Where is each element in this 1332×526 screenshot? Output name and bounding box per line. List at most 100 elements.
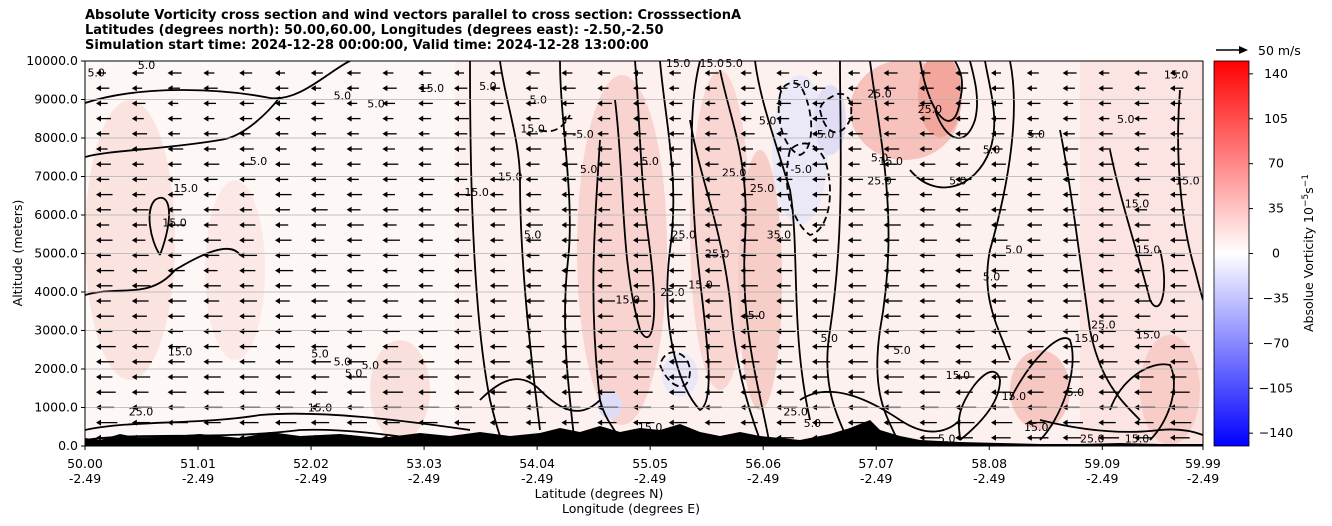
- x-tick-label-lat: 50.00: [67, 456, 103, 471]
- wind-vector: [418, 328, 438, 335]
- contour-label: 5.0: [311, 348, 329, 361]
- contour-label: 15.0: [168, 346, 193, 359]
- wind-vector: [991, 343, 1011, 350]
- wind-vector: [203, 267, 218, 274]
- wind-vector: [776, 130, 788, 137]
- contour-label: 25.0: [671, 228, 696, 241]
- wind-vector: [1062, 70, 1077, 76]
- wind-vector: [131, 70, 144, 76]
- wind-vector: [668, 374, 688, 380]
- wind-vector: [883, 374, 904, 380]
- wind-vector: [561, 115, 573, 122]
- wind-vector: [525, 130, 538, 137]
- wind-vector: [1170, 100, 1182, 107]
- quiver-key: 50 m/s: [1216, 43, 1301, 58]
- x-tick-label-lon: -2.49: [295, 471, 327, 486]
- wind-vector: [1026, 222, 1042, 228]
- contour-label: 15.0: [1125, 432, 1150, 445]
- wind-vector: [131, 313, 147, 320]
- wind-vector: [489, 237, 504, 244]
- contour-label: -5.0: [813, 128, 834, 141]
- wind-vector: [1098, 419, 1116, 426]
- wind-vector: [668, 358, 689, 365]
- wind-vector: [1134, 115, 1148, 122]
- wind-vector: [776, 191, 791, 198]
- wind-vector: [346, 374, 367, 380]
- wind-vector: [812, 419, 834, 426]
- title-line-2: Latitudes (degrees north): 50.00,60.00, …: [85, 23, 664, 38]
- wind-vector: [525, 206, 540, 213]
- wind-vector: [382, 389, 404, 396]
- wind-vector: [668, 70, 681, 76]
- contour-label: 15.0: [1164, 68, 1189, 81]
- wind-vector: [812, 374, 829, 380]
- wind-vector: [1134, 358, 1151, 365]
- wind-vector: [561, 206, 578, 213]
- wind-vector: [597, 222, 614, 228]
- y-tick-label: 9000.0: [34, 92, 78, 107]
- wind-vector: [668, 146, 683, 152]
- wind-vector: [812, 176, 826, 183]
- wind-vector: [489, 298, 507, 304]
- contour-label: 15.0: [1002, 390, 1027, 403]
- contour-label: 5.0: [87, 67, 105, 80]
- wind-vector: [131, 343, 149, 350]
- y-tick-label: 8000.0: [34, 130, 78, 145]
- wind-vector: [812, 161, 827, 168]
- wind-vector: [96, 313, 115, 320]
- wind-vector: [991, 389, 1011, 396]
- wind-vector: [1062, 206, 1077, 213]
- wind-vector: [1098, 358, 1118, 365]
- wind-vector: [883, 313, 901, 320]
- wind-vector: [919, 343, 936, 350]
- wind-vector: [812, 146, 824, 152]
- wind-vector: [167, 176, 180, 183]
- wind-vector: [847, 161, 860, 168]
- wind-vector: [561, 343, 578, 350]
- wind-vector: [633, 374, 650, 380]
- wind-vector: [310, 176, 327, 183]
- wind-vector: [239, 343, 257, 350]
- wind-vector: [919, 358, 939, 365]
- wind-vector: [955, 313, 972, 320]
- wind-vector: [1134, 70, 1148, 76]
- x-tick-label-lon: -2.49: [860, 471, 892, 486]
- wind-vector: [704, 267, 722, 274]
- wind-vector: [597, 115, 611, 122]
- terrain: [85, 420, 1203, 446]
- wind-vector: [96, 100, 108, 107]
- wind-vector: [1026, 206, 1044, 213]
- wind-vector: [597, 267, 614, 274]
- wind-vector: [1062, 298, 1082, 304]
- grid-lines: [85, 99, 1203, 408]
- wind-vector: [525, 146, 542, 152]
- wind-vector: [991, 267, 1010, 274]
- contour-label: 5.0: [983, 271, 1001, 284]
- wind-vector: [310, 374, 330, 380]
- wind-vector: [812, 100, 824, 107]
- wind-vector: [597, 100, 612, 107]
- wind-vector: [704, 434, 724, 441]
- wind-vector: [883, 100, 895, 107]
- wind-vector: [919, 85, 934, 92]
- wind-vector: [1098, 313, 1118, 320]
- wind-vector: [418, 115, 432, 122]
- wind-vector: [418, 146, 433, 152]
- wind-vector: [883, 191, 900, 198]
- wind-vectors: [96, 70, 1192, 441]
- wind-vector: [167, 222, 185, 228]
- wind-vector: [740, 237, 758, 244]
- x-tick-label-lat: 52.02: [293, 456, 329, 471]
- contour-label: 5.0: [250, 155, 268, 168]
- wind-vector: [275, 434, 295, 441]
- wind-vector: [1134, 161, 1148, 168]
- y-axis: 0.0 1000.0 2000.0 3000.0 4000.0 5000.0 6000.0 7…: [26, 53, 85, 453]
- wind-vector: [847, 298, 865, 304]
- wind-vector: [883, 389, 903, 396]
- wind-vector: [1098, 191, 1111, 198]
- wind-vector: [1170, 130, 1184, 137]
- wind-vector: [633, 434, 653, 441]
- wind-vector: [131, 115, 144, 122]
- wind-vector: [1134, 130, 1146, 137]
- wind-vector: [776, 115, 790, 122]
